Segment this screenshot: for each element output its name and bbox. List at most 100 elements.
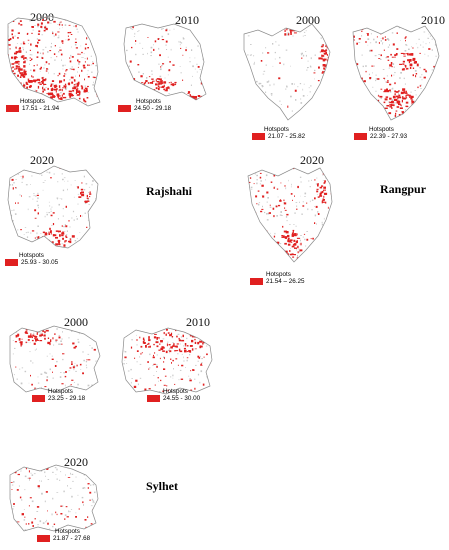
hotspot-pixel <box>378 42 380 44</box>
hotspot-pixel <box>432 81 435 84</box>
urban-fleck <box>75 370 77 372</box>
hotspot-pixel <box>124 410 126 412</box>
hotspot-pixel <box>60 53 63 56</box>
urban-fleck <box>199 381 201 384</box>
hotspot-pixel <box>8 123 10 125</box>
hotspot-pixel <box>55 90 57 93</box>
hotspot-pixel <box>321 49 323 51</box>
urban-fleck <box>298 250 301 253</box>
hotspot-pixel <box>62 92 65 95</box>
hotspot-pixel <box>327 206 329 209</box>
urban-fleck <box>385 57 388 59</box>
urban-fleck <box>21 168 23 170</box>
hotspot-pixel <box>405 94 407 98</box>
urban-fleck <box>59 417 60 418</box>
urban-fleck <box>274 232 276 235</box>
urban-fleck <box>194 348 196 350</box>
urban-fleck <box>52 426 53 428</box>
hotspot-pixel <box>175 345 178 347</box>
urban-fleck <box>93 226 95 229</box>
urban-fleck <box>117 419 118 420</box>
hotspot-pixel <box>60 116 62 118</box>
hotspot-pixel <box>23 84 26 86</box>
hotspot-pixel <box>184 343 187 346</box>
hotspot-pixel <box>283 230 287 233</box>
urban-fleck <box>282 152 283 153</box>
urban-fleck <box>7 473 8 474</box>
urban-fleck <box>64 514 67 516</box>
urban-fleck <box>306 69 308 71</box>
hotspot-pixel <box>283 199 285 201</box>
hotspot-pixel <box>76 122 77 124</box>
hotspot-pixel <box>86 197 89 199</box>
hotspot-pixel <box>192 118 194 119</box>
urban-fleck <box>130 77 132 79</box>
urban-fleck <box>80 45 82 47</box>
hotspot-pixel <box>415 73 418 75</box>
urban-fleck <box>280 211 282 213</box>
hotspot-pixel <box>11 91 14 93</box>
urban-fleck <box>418 122 420 123</box>
hotspot-pixel <box>52 404 53 406</box>
urban-fleck <box>279 168 282 171</box>
hotspot-pixel <box>72 366 75 369</box>
urban-fleck <box>444 85 445 87</box>
urban-fleck <box>275 205 276 208</box>
urban-fleck <box>256 260 258 262</box>
hotspot-pixel <box>19 85 22 88</box>
map-legend: Hotspots 24.55 - 30.00 <box>147 388 237 404</box>
urban-fleck <box>305 245 307 247</box>
urban-fleck <box>146 16 148 17</box>
hotspot-pixel <box>389 104 391 106</box>
urban-fleck <box>134 32 136 35</box>
urban-fleck <box>158 380 159 382</box>
hotspot-pixel <box>34 217 37 219</box>
urban-fleck <box>85 361 88 363</box>
hotspot-pixel <box>45 19 47 21</box>
hotspot-pixel <box>242 117 244 119</box>
urban-fleck <box>6 242 7 243</box>
hotspot-pixel <box>162 390 165 392</box>
legend-range: 25.93 - 30.05 <box>21 259 59 266</box>
hotspot-pixel <box>31 230 35 232</box>
urban-fleck <box>270 153 271 155</box>
hotspot-pixel <box>280 199 281 201</box>
hotspot-pixel <box>320 46 324 48</box>
urban-fleck <box>290 65 291 67</box>
urban-fleck <box>62 189 65 192</box>
urban-fleck <box>128 327 129 328</box>
hotspot-pixel <box>62 353 65 355</box>
hotspot-pixel <box>310 238 312 240</box>
hotspot-pixel <box>180 378 184 380</box>
urban-fleck <box>254 152 256 154</box>
urban-fleck <box>24 370 27 373</box>
urban-fleck <box>270 13 271 14</box>
urban-fleck <box>129 414 130 415</box>
hotspot-pixel <box>87 47 89 49</box>
hotspot-pixel <box>52 337 54 340</box>
urban-fleck <box>53 16 55 17</box>
hotspot-pixel <box>257 190 260 192</box>
urban-fleck <box>267 11 268 12</box>
urban-fleck <box>8 77 9 79</box>
urban-fleck <box>71 326 74 327</box>
hotspot-pixel <box>284 236 287 239</box>
urban-fleck <box>247 94 249 96</box>
hotspot-pixel <box>284 242 287 245</box>
urban-fleck <box>63 177 66 179</box>
urban-fleck <box>309 65 312 68</box>
urban-fleck <box>321 256 324 258</box>
urban-fleck <box>44 180 46 181</box>
hotspot-pixel <box>250 208 252 211</box>
hotspot-pixel <box>156 78 160 80</box>
hotspot-pixel <box>47 21 50 24</box>
urban-fleck <box>139 42 141 44</box>
hotspot-pixel <box>89 14 91 16</box>
hotspot-pixel <box>82 120 84 121</box>
hotspot-pixel <box>208 405 209 407</box>
hotspot-pixel <box>321 185 324 187</box>
hotspot-pixel <box>436 98 439 100</box>
urban-fleck <box>374 22 375 23</box>
urban-fleck <box>89 18 91 20</box>
urban-fleck <box>444 73 446 74</box>
